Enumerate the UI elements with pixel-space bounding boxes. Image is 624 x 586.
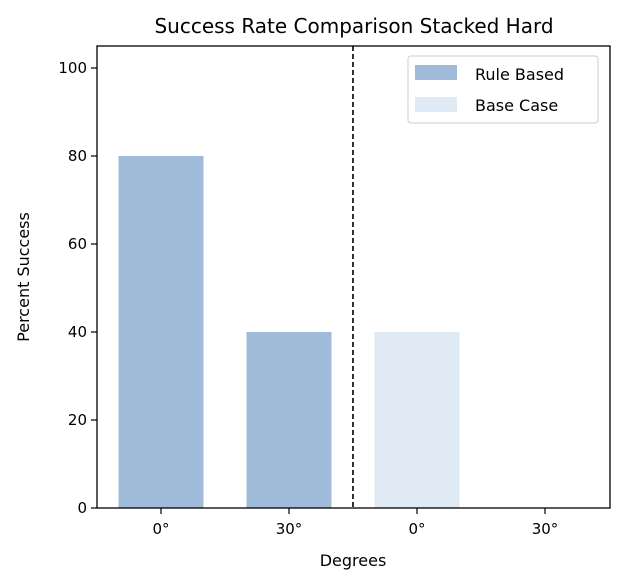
bar-base-case-2 (374, 332, 460, 508)
y-tick-label: 60 (68, 235, 87, 253)
chart-title: Success Rate Comparison Stacked Hard (154, 14, 553, 38)
legend-swatch-rule-based (415, 65, 457, 80)
y-tick-label: 0 (77, 499, 87, 517)
bars-layer (118, 156, 460, 508)
bar-rule-based-1 (246, 332, 332, 508)
x-tick-label: 0° (408, 520, 425, 538)
y-tick-label: 20 (68, 411, 87, 429)
y-tick-label: 40 (68, 323, 87, 341)
y-axis: 0 20 40 60 80 100 (58, 59, 97, 517)
x-tick-label: 0° (152, 520, 169, 538)
legend-swatch-base-case (415, 97, 457, 112)
x-tick-label: 30° (276, 520, 303, 538)
y-tick-label: 100 (58, 59, 87, 77)
x-axis-label: Degrees (320, 551, 387, 570)
bar-rule-based-0 (118, 156, 204, 508)
y-axis-label: Percent Success (14, 212, 33, 342)
plot-frame (96, 45, 611, 509)
y-tick-label: 80 (68, 147, 87, 165)
legend-label-rule-based: Rule Based (475, 65, 564, 84)
x-axis: 0° 30° 0° 30° (152, 508, 558, 538)
x-tick-label: 30° (532, 520, 559, 538)
legend: Rule Based Base Case (407, 55, 599, 124)
legend-label-base-case: Base Case (475, 96, 558, 115)
